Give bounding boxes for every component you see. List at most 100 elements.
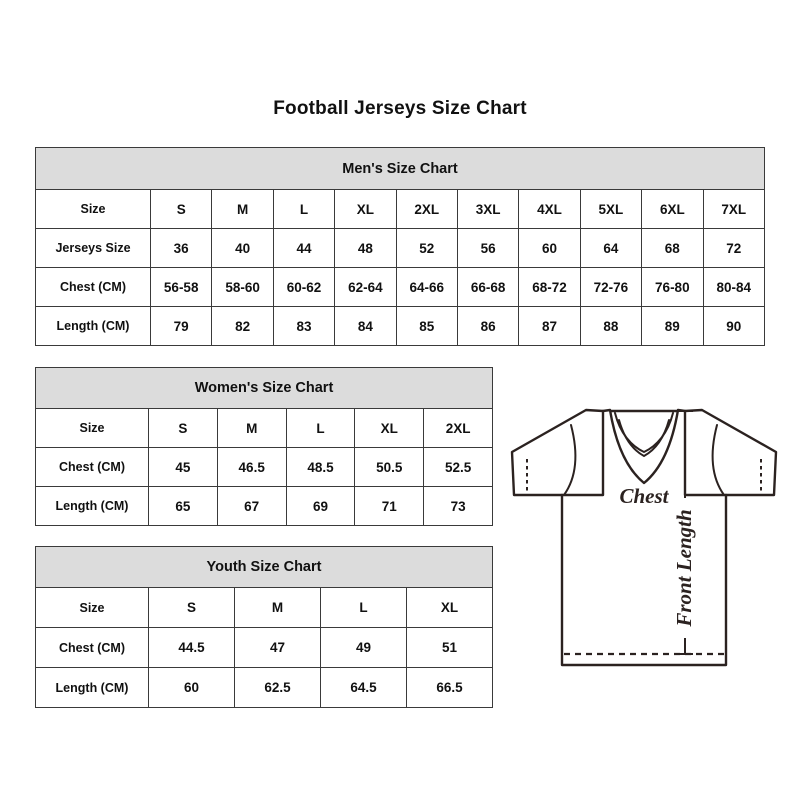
- table-cell: 50.5: [354, 447, 425, 487]
- table-cell: 67: [216, 486, 287, 526]
- table-band-row: Men's Size Chart: [35, 147, 765, 190]
- table-row: Jerseys Size 36 40 44 48 52 56 60 64 68 …: [35, 228, 766, 268]
- table-row: Chest (CM) 56-58 58-60 60-62 62-64 64-66…: [35, 267, 766, 307]
- column-header: 5XL: [579, 189, 643, 229]
- table-row: Chest (CM) 44.5 47 49 51: [35, 627, 493, 668]
- front-length-label-backing: [674, 498, 696, 638]
- column-header: XL: [406, 587, 493, 628]
- row-label: Chest (CM): [35, 627, 149, 668]
- table-cell: 82: [211, 306, 274, 346]
- table-cell: 73: [423, 486, 494, 526]
- table-cell: 72: [702, 228, 766, 268]
- table-cell: 44.5: [148, 627, 235, 668]
- table-cell: 86: [456, 306, 520, 346]
- table-cell: 58-60: [211, 267, 274, 307]
- column-header: S: [148, 587, 235, 628]
- table-cell: 64: [579, 228, 643, 268]
- table-cell: 85: [395, 306, 458, 346]
- table-row: Chest (CM) 45 46.5 48.5 50.5 52.5: [35, 447, 494, 487]
- collar-inner-curve-inner: [618, 419, 670, 458]
- column-header: 2XL: [395, 189, 458, 229]
- table-header-row: Size S M L XL 2XL 3XL 4XL 5XL 6XL 7XL: [35, 189, 766, 229]
- shoulder-and-v-neck-outline: [601, 408, 687, 485]
- table-cell: 65: [148, 486, 218, 526]
- body-outline: [560, 493, 728, 667]
- row-label: Chest (CM): [35, 447, 149, 487]
- column-header: L: [272, 189, 336, 229]
- row-label: Length (CM): [35, 486, 149, 526]
- table-cell: 36: [149, 228, 213, 268]
- table-cell: 64.5: [320, 667, 407, 708]
- table-cell: 56: [456, 228, 520, 268]
- table-cell: 47: [234, 627, 321, 668]
- table-cell: 48: [334, 228, 397, 268]
- column-header: S: [148, 408, 218, 448]
- table-cell: 52: [395, 228, 458, 268]
- table-header-row: Size S M L XL: [35, 587, 493, 628]
- column-header: 7XL: [702, 189, 766, 229]
- column-header: M: [216, 408, 287, 448]
- table-cell: 90: [702, 306, 766, 346]
- table-cell: 46.5: [216, 447, 287, 487]
- table-cell: 60-62: [272, 267, 336, 307]
- left-armhole-seam: [563, 424, 577, 496]
- table-row: Length (CM) 79 82 83 84 85 86 87 88 89 9…: [35, 306, 766, 346]
- table-cell: 79: [149, 306, 213, 346]
- column-header: 4XL: [518, 189, 581, 229]
- page-title: Football Jerseys Size Chart: [273, 98, 527, 119]
- youth-size-chart-table: Youth Size Chart Size S M L XL Chest (CM…: [35, 546, 493, 708]
- table-cell: 88: [579, 306, 643, 346]
- row-label: Length (CM): [35, 306, 151, 346]
- row-label: Chest (CM): [35, 267, 151, 307]
- table-cell: 60: [148, 667, 235, 708]
- table-cell: 69: [285, 486, 356, 526]
- column-header: 6XL: [641, 189, 704, 229]
- table-cell: 68-72: [518, 267, 581, 307]
- column-header: 3XL: [456, 189, 520, 229]
- row-label: Length (CM): [35, 667, 149, 708]
- table-cell: 51: [406, 627, 493, 668]
- table-cell: 44: [272, 228, 336, 268]
- table-row: Length (CM) 65 67 69 71 73: [35, 486, 494, 526]
- front-length-label: Front Length: [672, 509, 696, 627]
- column-header: 2XL: [423, 408, 494, 448]
- table-cell: 62-64: [334, 267, 397, 307]
- table-cell: 71: [354, 486, 425, 526]
- right-armhole-seam: [711, 424, 725, 496]
- table-cell: 56-58: [149, 267, 213, 307]
- table-cell: 72-76: [579, 267, 643, 307]
- column-header: L: [320, 587, 407, 628]
- womens-size-chart-table: Women's Size Chart Size S M L XL 2XL Che…: [34, 367, 494, 526]
- table-cell: 45: [148, 447, 218, 487]
- table-cell: 52.5: [423, 447, 494, 487]
- column-header: Size: [35, 408, 149, 448]
- youth-chart-band-label: Youth Size Chart: [35, 546, 493, 588]
- table-cell: 64-66: [395, 267, 458, 307]
- column-header: M: [234, 587, 321, 628]
- table-cell: 84: [334, 306, 397, 346]
- mens-chart-band-label: Men's Size Chart: [35, 147, 765, 190]
- column-header: Size: [35, 587, 149, 628]
- table-cell: 66.5: [406, 667, 493, 708]
- table-cell: 76-80: [641, 267, 704, 307]
- jersey-measurement-diagram: Chest Front Length: [498, 388, 790, 680]
- column-header: XL: [354, 408, 425, 448]
- column-header: XL: [334, 189, 397, 229]
- table-cell: 83: [272, 306, 336, 346]
- chest-label: Chest: [619, 484, 669, 508]
- mens-size-chart-table: Men's Size Chart Size S M L XL 2XL 3XL 4…: [35, 147, 766, 346]
- table-band-row: Women's Size Chart: [34, 367, 494, 409]
- table-cell: 60: [518, 228, 581, 268]
- table-cell: 66-68: [456, 267, 520, 307]
- table-cell: 48.5: [285, 447, 356, 487]
- table-cell: 89: [641, 306, 704, 346]
- table-cell: 40: [211, 228, 274, 268]
- table-cell: 68: [641, 228, 704, 268]
- table-cell: 87: [518, 306, 581, 346]
- row-label: Jerseys Size: [35, 228, 151, 268]
- left-sleeve-outline: [510, 408, 605, 497]
- right-sleeve-outline: [683, 408, 778, 497]
- table-cell: 80-84: [702, 267, 766, 307]
- table-cell: 62.5: [234, 667, 321, 708]
- table-band-row: Youth Size Chart: [35, 546, 493, 588]
